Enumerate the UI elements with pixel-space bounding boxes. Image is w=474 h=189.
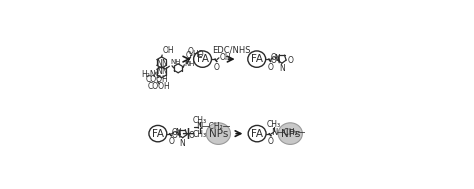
Text: NPs: NPs bbox=[281, 129, 300, 139]
Ellipse shape bbox=[278, 123, 302, 144]
Text: NH: NH bbox=[185, 61, 195, 67]
Text: CH₃: CH₃ bbox=[267, 120, 281, 129]
Text: EDC/NHS: EDC/NHS bbox=[212, 46, 251, 54]
Text: O: O bbox=[188, 131, 194, 139]
Ellipse shape bbox=[149, 125, 167, 142]
Text: FA: FA bbox=[251, 129, 263, 139]
Text: O: O bbox=[187, 47, 193, 56]
Text: FA: FA bbox=[197, 54, 209, 64]
Text: FA: FA bbox=[152, 129, 164, 139]
Text: O: O bbox=[271, 56, 276, 65]
Text: N: N bbox=[197, 122, 203, 131]
Text: FA: FA bbox=[251, 54, 263, 64]
Text: O: O bbox=[271, 53, 276, 62]
Text: O: O bbox=[171, 131, 177, 139]
Ellipse shape bbox=[193, 51, 211, 67]
Text: COOH: COOH bbox=[147, 82, 170, 91]
Text: N: N bbox=[279, 64, 285, 73]
Text: NH: NH bbox=[170, 59, 181, 65]
Text: N: N bbox=[161, 59, 167, 68]
Text: OH: OH bbox=[163, 46, 174, 55]
Text: O: O bbox=[268, 137, 274, 146]
Text: O: O bbox=[186, 50, 191, 60]
Text: +: + bbox=[180, 125, 195, 143]
Text: COOH: COOH bbox=[145, 75, 168, 84]
Ellipse shape bbox=[206, 123, 230, 144]
Text: N: N bbox=[271, 128, 277, 137]
Text: N: N bbox=[180, 139, 185, 148]
Text: NPs: NPs bbox=[209, 129, 228, 139]
Text: H₂N: H₂N bbox=[141, 70, 155, 79]
Text: O: O bbox=[171, 128, 177, 137]
Text: HO: HO bbox=[192, 50, 204, 59]
Ellipse shape bbox=[248, 51, 266, 67]
Text: —CH₂—: —CH₂— bbox=[276, 128, 306, 137]
Text: N: N bbox=[156, 59, 162, 68]
Text: —CH₂—: —CH₂— bbox=[202, 122, 231, 131]
Text: CH₃: CH₃ bbox=[193, 116, 207, 125]
Ellipse shape bbox=[248, 125, 266, 142]
Text: N: N bbox=[156, 67, 162, 76]
Text: O: O bbox=[268, 63, 273, 72]
Text: OH: OH bbox=[219, 53, 231, 62]
Text: N: N bbox=[161, 67, 167, 76]
Text: N: N bbox=[274, 53, 280, 63]
Text: O: O bbox=[287, 56, 293, 65]
Text: N: N bbox=[175, 128, 181, 137]
Text: O: O bbox=[214, 63, 219, 72]
Text: O: O bbox=[168, 137, 174, 146]
Text: CH₃: CH₃ bbox=[193, 130, 207, 139]
